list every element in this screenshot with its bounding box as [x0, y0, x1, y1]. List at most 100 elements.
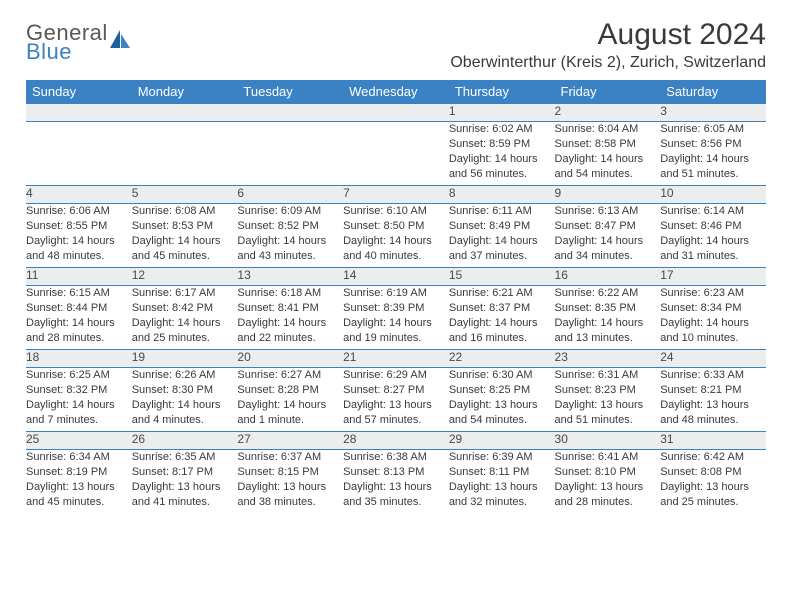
day-number-cell: 5: [132, 186, 238, 204]
day-number-row: 123: [26, 104, 766, 122]
day-details-row: Sunrise: 6:34 AMSunset: 8:19 PMDaylight:…: [26, 450, 766, 514]
day-number-cell: 11: [26, 268, 132, 286]
daylight-line: Daylight: 13 hours and 25 minutes.: [660, 480, 766, 510]
weekday-header: Thursday: [449, 80, 555, 104]
day-number-cell: [26, 104, 132, 122]
sunset-line: Sunset: 8:56 PM: [660, 137, 766, 152]
day-number-cell: 7: [343, 186, 449, 204]
day-details-cell: Sunrise: 6:10 AMSunset: 8:50 PMDaylight:…: [343, 204, 449, 268]
sunrise-line: Sunrise: 6:27 AM: [237, 368, 343, 383]
sunrise-line: Sunrise: 6:26 AM: [132, 368, 238, 383]
daylight-line: Daylight: 14 hours and 7 minutes.: [26, 398, 132, 428]
header: General Blue August 2024 Oberwinterthur …: [26, 18, 766, 72]
daylight-line: Daylight: 13 hours and 51 minutes.: [555, 398, 661, 428]
sunset-line: Sunset: 8:49 PM: [449, 219, 555, 234]
location: Oberwinterthur (Kreis 2), Zurich, Switze…: [450, 54, 766, 72]
sunset-line: Sunset: 8:30 PM: [132, 383, 238, 398]
sunrise-line: Sunrise: 6:11 AM: [449, 204, 555, 219]
sunset-line: Sunset: 8:13 PM: [343, 465, 449, 480]
day-number-cell: 6: [237, 186, 343, 204]
day-details-cell: Sunrise: 6:05 AMSunset: 8:56 PMDaylight:…: [660, 122, 766, 186]
day-details-cell: Sunrise: 6:19 AMSunset: 8:39 PMDaylight:…: [343, 286, 449, 350]
day-number-cell: 20: [237, 350, 343, 368]
sunrise-line: Sunrise: 6:21 AM: [449, 286, 555, 301]
day-number-cell: 9: [555, 186, 661, 204]
sunset-line: Sunset: 8:32 PM: [26, 383, 132, 398]
sunset-line: Sunset: 8:19 PM: [26, 465, 132, 480]
sunrise-line: Sunrise: 6:05 AM: [660, 122, 766, 137]
sail-icon: [108, 28, 134, 59]
sunset-line: Sunset: 8:58 PM: [555, 137, 661, 152]
day-details-row: Sunrise: 6:02 AMSunset: 8:59 PMDaylight:…: [26, 122, 766, 186]
sunrise-line: Sunrise: 6:34 AM: [26, 450, 132, 465]
month-title: August 2024: [450, 18, 766, 52]
day-details-cell: Sunrise: 6:31 AMSunset: 8:23 PMDaylight:…: [555, 368, 661, 432]
weekday-header: Friday: [555, 80, 661, 104]
day-number-cell: 14: [343, 268, 449, 286]
sunrise-line: Sunrise: 6:14 AM: [660, 204, 766, 219]
sunset-line: Sunset: 8:34 PM: [660, 301, 766, 316]
brand-logo: General Blue: [26, 18, 134, 63]
day-number-cell: 3: [660, 104, 766, 122]
day-details-cell: [26, 122, 132, 186]
sunrise-line: Sunrise: 6:33 AM: [660, 368, 766, 383]
day-details-cell: Sunrise: 6:30 AMSunset: 8:25 PMDaylight:…: [449, 368, 555, 432]
day-number-cell: 12: [132, 268, 238, 286]
day-details-cell: Sunrise: 6:34 AMSunset: 8:19 PMDaylight:…: [26, 450, 132, 514]
day-number-cell: 13: [237, 268, 343, 286]
daylight-line: Daylight: 14 hours and 22 minutes.: [237, 316, 343, 346]
day-number-cell: 18: [26, 350, 132, 368]
day-details-cell: Sunrise: 6:25 AMSunset: 8:32 PMDaylight:…: [26, 368, 132, 432]
sunset-line: Sunset: 8:47 PM: [555, 219, 661, 234]
sunrise-line: Sunrise: 6:38 AM: [343, 450, 449, 465]
day-number-cell: 19: [132, 350, 238, 368]
sunset-line: Sunset: 8:37 PM: [449, 301, 555, 316]
weekday-header: Monday: [132, 80, 238, 104]
day-details-cell: Sunrise: 6:15 AMSunset: 8:44 PMDaylight:…: [26, 286, 132, 350]
day-details-cell: Sunrise: 6:09 AMSunset: 8:52 PMDaylight:…: [237, 204, 343, 268]
weekday-header: Wednesday: [343, 80, 449, 104]
day-details-cell: Sunrise: 6:39 AMSunset: 8:11 PMDaylight:…: [449, 450, 555, 514]
day-number-cell: 24: [660, 350, 766, 368]
day-details-row: Sunrise: 6:15 AMSunset: 8:44 PMDaylight:…: [26, 286, 766, 350]
sunset-line: Sunset: 8:52 PM: [237, 219, 343, 234]
day-number-cell: 17: [660, 268, 766, 286]
day-details-cell: Sunrise: 6:37 AMSunset: 8:15 PMDaylight:…: [237, 450, 343, 514]
day-details-cell: Sunrise: 6:33 AMSunset: 8:21 PMDaylight:…: [660, 368, 766, 432]
daylight-line: Daylight: 13 hours and 38 minutes.: [237, 480, 343, 510]
day-details-cell: Sunrise: 6:22 AMSunset: 8:35 PMDaylight:…: [555, 286, 661, 350]
day-number-cell: 22: [449, 350, 555, 368]
calendar-body: 123Sunrise: 6:02 AMSunset: 8:59 PMDaylig…: [26, 104, 766, 514]
day-number-cell: 21: [343, 350, 449, 368]
sunrise-line: Sunrise: 6:10 AM: [343, 204, 449, 219]
day-number-cell: 28: [343, 432, 449, 450]
daylight-line: Daylight: 14 hours and 51 minutes.: [660, 152, 766, 182]
sunset-line: Sunset: 8:53 PM: [132, 219, 238, 234]
sunset-line: Sunset: 8:27 PM: [343, 383, 449, 398]
sunrise-line: Sunrise: 6:06 AM: [26, 204, 132, 219]
daylight-line: Daylight: 14 hours and 28 minutes.: [26, 316, 132, 346]
sunrise-line: Sunrise: 6:15 AM: [26, 286, 132, 301]
daylight-line: Daylight: 14 hours and 37 minutes.: [449, 234, 555, 264]
sunrise-line: Sunrise: 6:35 AM: [132, 450, 238, 465]
daylight-line: Daylight: 14 hours and 10 minutes.: [660, 316, 766, 346]
daylight-line: Daylight: 13 hours and 45 minutes.: [26, 480, 132, 510]
weekday-header: Tuesday: [237, 80, 343, 104]
sunrise-line: Sunrise: 6:42 AM: [660, 450, 766, 465]
sunset-line: Sunset: 8:46 PM: [660, 219, 766, 234]
sunrise-line: Sunrise: 6:08 AM: [132, 204, 238, 219]
day-details-cell: Sunrise: 6:26 AMSunset: 8:30 PMDaylight:…: [132, 368, 238, 432]
sunset-line: Sunset: 8:11 PM: [449, 465, 555, 480]
sunset-line: Sunset: 8:41 PM: [237, 301, 343, 316]
day-number-row: 11121314151617: [26, 268, 766, 286]
sunset-line: Sunset: 8:23 PM: [555, 383, 661, 398]
sunset-line: Sunset: 8:10 PM: [555, 465, 661, 480]
sunset-line: Sunset: 8:35 PM: [555, 301, 661, 316]
daylight-line: Daylight: 14 hours and 31 minutes.: [660, 234, 766, 264]
daylight-line: Daylight: 13 hours and 28 minutes.: [555, 480, 661, 510]
daylight-line: Daylight: 14 hours and 56 minutes.: [449, 152, 555, 182]
daylight-line: Daylight: 14 hours and 19 minutes.: [343, 316, 449, 346]
sunset-line: Sunset: 8:59 PM: [449, 137, 555, 152]
day-number-cell: 30: [555, 432, 661, 450]
sunrise-line: Sunrise: 6:23 AM: [660, 286, 766, 301]
